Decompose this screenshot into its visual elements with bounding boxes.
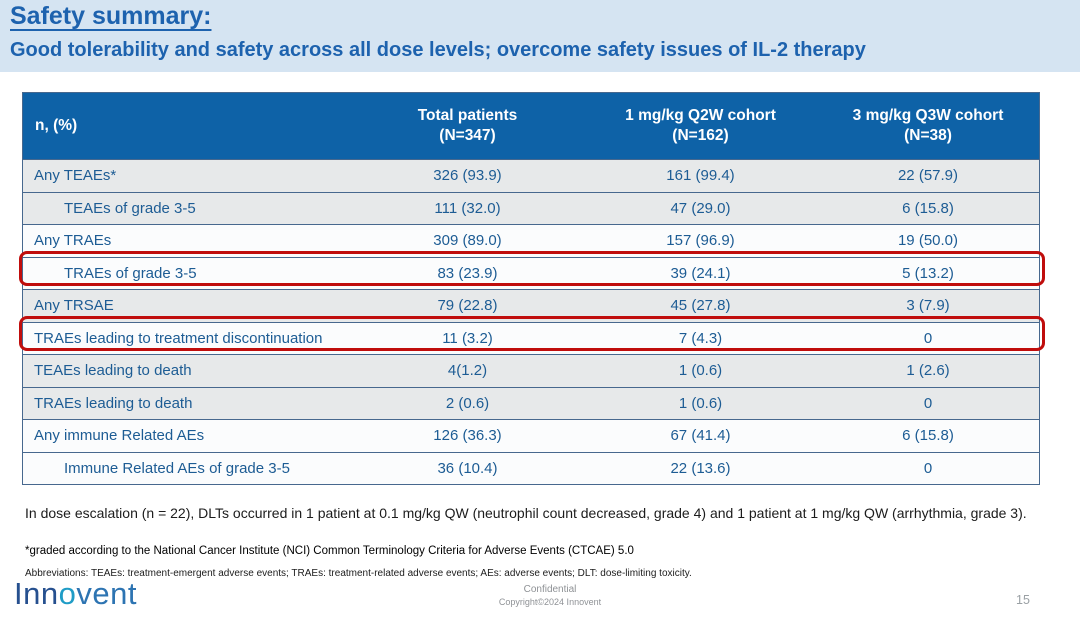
footnote-grading: *graded according to the National Cancer… (25, 545, 634, 557)
cell-q3w: 3 (7.9) (906, 297, 950, 315)
confidential-block: Confidential Copyright©2024 Innovent (440, 584, 660, 607)
innovent-logo: Innovent (14, 576, 137, 612)
cell-total: 111 (32.0) (434, 199, 501, 217)
cell-q2w: 22 (13.6) (670, 459, 731, 477)
col-header-line2: (N=162) (672, 127, 729, 144)
cell-q2w: 7 (4.3) (678, 329, 723, 347)
cell-total: 309 (89.0) (433, 232, 502, 250)
logo-text-part3: vent (76, 576, 137, 611)
cell-q2w: 45 (27.8) (670, 297, 731, 315)
table-row-any-immune-aes: Any immune Related AEs 126 (36.3) 67 (41… (23, 419, 1039, 452)
cell-q3w: 0 (923, 329, 933, 347)
highlight-box-traes-grade35 (19, 251, 1045, 286)
table-row-traes-death: TRAEs leading to death 2 (0.6) 1 (0.6) 0 (23, 386, 1039, 419)
table-row-teaes-death: TEAEs leading to death 4(1.2) 1 (0.6) 1 … (23, 354, 1039, 387)
col-header-q3w-cohort: 3 mg/kg Q3W cohort (N=38) (817, 106, 1039, 146)
row-label: TEAEs of grade 3-5 (64, 199, 196, 217)
slide-title: Safety summary: (10, 2, 212, 30)
col-header-line1: Total patients (417, 106, 518, 124)
slide-subtitle: Good tolerability and safety across all … (10, 39, 866, 61)
header-band: Safety summary: Good tolerability and sa… (0, 0, 1080, 72)
col-header-q2w-cohort: 1 mg/kg Q2W cohort (N=162) (584, 106, 817, 146)
row-label: TRAEs leading to death (34, 394, 193, 412)
highlight-box-traes-discontinuation (19, 316, 1045, 351)
table-row-any-teaes: Any TEAEs* 326 (93.9) 161 (99.4) 22 (57.… (23, 159, 1039, 192)
cell-q3w: 0 (923, 394, 933, 412)
row-label: Any immune Related AEs (34, 427, 205, 445)
col-header-metric: n, (%) (35, 116, 78, 134)
cell-q3w: 5 (13.2) (902, 264, 954, 282)
cell-total: 126 (36.3) (433, 427, 502, 445)
cell-total: 4(1.2) (447, 362, 488, 380)
row-label: Any TRAEs (34, 232, 112, 250)
footnote-abbreviations: Abbreviations: TEAEs: treatment-emergent… (25, 568, 692, 579)
cell-q3w: 19 (50.0) (897, 232, 959, 250)
cell-total: 326 (93.9) (433, 167, 502, 185)
cell-q2w: 157 (96.9) (666, 232, 735, 250)
copyright-label: Copyright©2024 Innovent (498, 597, 602, 607)
table-header-row: n, (%) Total patients (N=347) 1 mg/kg Q2… (23, 93, 1039, 159)
cell-q2w: 39 (24.1) (670, 264, 731, 282)
row-label: Immune Related AEs of grade 3-5 (64, 459, 290, 477)
cell-q3w: 0 (923, 459, 933, 477)
cell-q3w: 6 (15.8) (902, 199, 954, 217)
logo-o-swirl-icon: o (58, 576, 77, 611)
cell-total: 11 (3.2) (442, 329, 493, 347)
cell-q3w: 22 (57.9) (897, 167, 959, 185)
cell-q2w: 67 (41.4) (670, 427, 731, 445)
cell-q2w: 161 (99.4) (666, 167, 735, 185)
row-label: Any TEAEs* (34, 167, 117, 185)
cell-q2w: 1 (0.6) (678, 362, 723, 380)
row-label: Any TRSAE (34, 297, 114, 315)
col-header-line2: (N=38) (904, 127, 952, 144)
col-header-line1: 3 mg/kg Q3W cohort (852, 106, 1004, 124)
row-label: TEAEs leading to death (34, 362, 192, 380)
page-number: 15 (1016, 593, 1030, 607)
col-header-line2: (N=347) (439, 127, 496, 144)
cell-q2w: 1 (0.6) (678, 394, 723, 412)
cell-q2w: 47 (29.0) (670, 199, 731, 217)
row-label: TRAEs of grade 3-5 (64, 264, 197, 282)
col-header-line1: 1 mg/kg Q2W cohort (625, 106, 776, 124)
row-label: TRAEs leading to treatment discontinuati… (34, 329, 323, 347)
cell-total: 36 (10.4) (437, 459, 498, 477)
table-row-teaes-grade35: TEAEs of grade 3-5 111 (32.0) 47 (29.0) … (23, 191, 1039, 224)
safety-summary-table: n, (%) Total patients (N=347) 1 mg/kg Q2… (22, 92, 1040, 485)
cell-total: 2 (0.6) (445, 394, 490, 412)
cell-q3w: 6 (15.8) (902, 427, 954, 445)
cell-q3w: 1 (2.6) (906, 362, 950, 380)
cell-total: 83 (23.9) (437, 264, 498, 282)
col-header-total-patients: Total patients (N=347) (351, 106, 584, 146)
confidential-label: Confidential (523, 584, 577, 595)
cell-total: 79 (22.8) (437, 297, 498, 315)
logo-text-part1: Inn (14, 576, 59, 611)
footnote-dlt: In dose escalation (n = 22), DLTs occurr… (25, 505, 1027, 521)
table-row-immune-aes-grade35: Immune Related AEs of grade 3-5 36 (10.4… (23, 451, 1039, 484)
